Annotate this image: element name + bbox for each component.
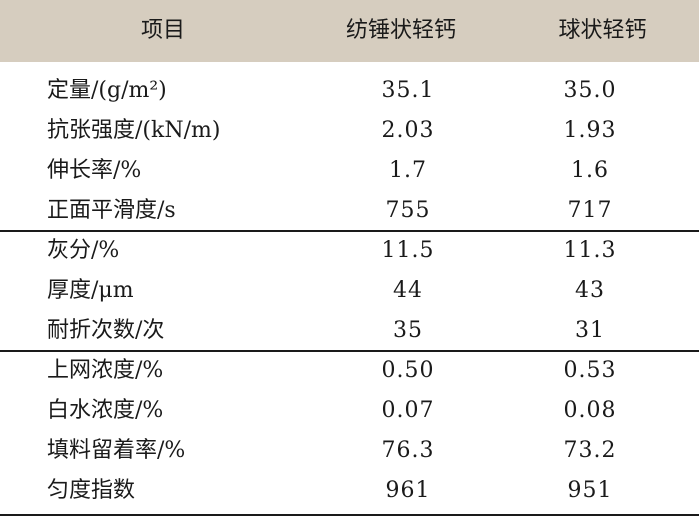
spherical-value: 0.53 [563,358,617,383]
row-label: 耐折次数/次 [47,318,165,343]
row-label: 填料留着率/% [47,438,186,463]
row-label: 厚度/μm [47,278,134,303]
table-row: 匀度指数 961 951 [0,471,699,511]
row-label: 上网浓度/% [47,358,164,383]
spindle-value: 35 [393,318,423,343]
spherical-value: 717 [567,198,613,223]
row-label: 正面平滑度/s [47,198,176,223]
header-spindle-calcium: 纺锤状轻钙 [345,18,456,43]
spherical-value: 11.3 [563,238,617,263]
table-row: 上网浓度/% 0.50 0.53 [0,351,699,391]
row-label: 匀度指数 [47,478,136,503]
table-row: 厚度/μm 44 43 [0,271,699,311]
table-header: 项目 纺锤状轻钙 球状轻钙 [0,0,699,62]
spherical-value: 951 [567,478,613,503]
table-row: 伸长率/% 1.7 1.6 [0,151,699,191]
row-label: 灰分/% [47,238,120,263]
group-divider [0,350,699,352]
spindle-value: 1.7 [389,158,427,183]
row-label: 伸长率/% [47,158,142,183]
table-row: 白水浓度/% 0.07 0.08 [0,391,699,431]
spindle-value: 0.07 [381,398,435,423]
spherical-value: 0.08 [563,398,617,423]
spindle-value: 35.1 [381,78,435,103]
table-row: 抗张强度/(kN/m) 2.03 1.93 [0,111,699,151]
spindle-value: 44 [393,278,423,303]
spherical-value: 43 [575,278,605,303]
header-item: 项目 [140,18,185,43]
header-spherical-calcium: 球状轻钙 [558,18,647,43]
table-bottom-rule [0,514,699,516]
spherical-value: 1.6 [571,158,609,183]
table-row: 耐折次数/次 35 31 [0,311,699,351]
table-row: 定量/(g/m²) 35.1 35.0 [0,71,699,111]
row-label: 白水浓度/% [47,398,164,423]
row-label: 定量/(g/m²) [47,78,167,103]
spherical-value: 35.0 [563,78,617,103]
spindle-value: 755 [385,198,431,223]
spherical-value: 31 [575,318,605,343]
spindle-value: 961 [385,478,431,503]
table-row: 灰分/% 11.5 11.3 [0,231,699,271]
group-divider [0,230,699,232]
spherical-value: 73.2 [563,438,617,463]
spindle-value: 76.3 [381,438,435,463]
row-label: 抗张强度/(kN/m) [47,118,221,143]
spindle-value: 11.5 [381,238,435,263]
spindle-value: 0.50 [381,358,435,383]
spherical-value: 1.93 [563,118,617,143]
table-row: 正面平滑度/s 755 717 [0,191,699,231]
table-row: 填料留着率/% 76.3 73.2 [0,431,699,471]
spindle-value: 2.03 [381,118,435,143]
